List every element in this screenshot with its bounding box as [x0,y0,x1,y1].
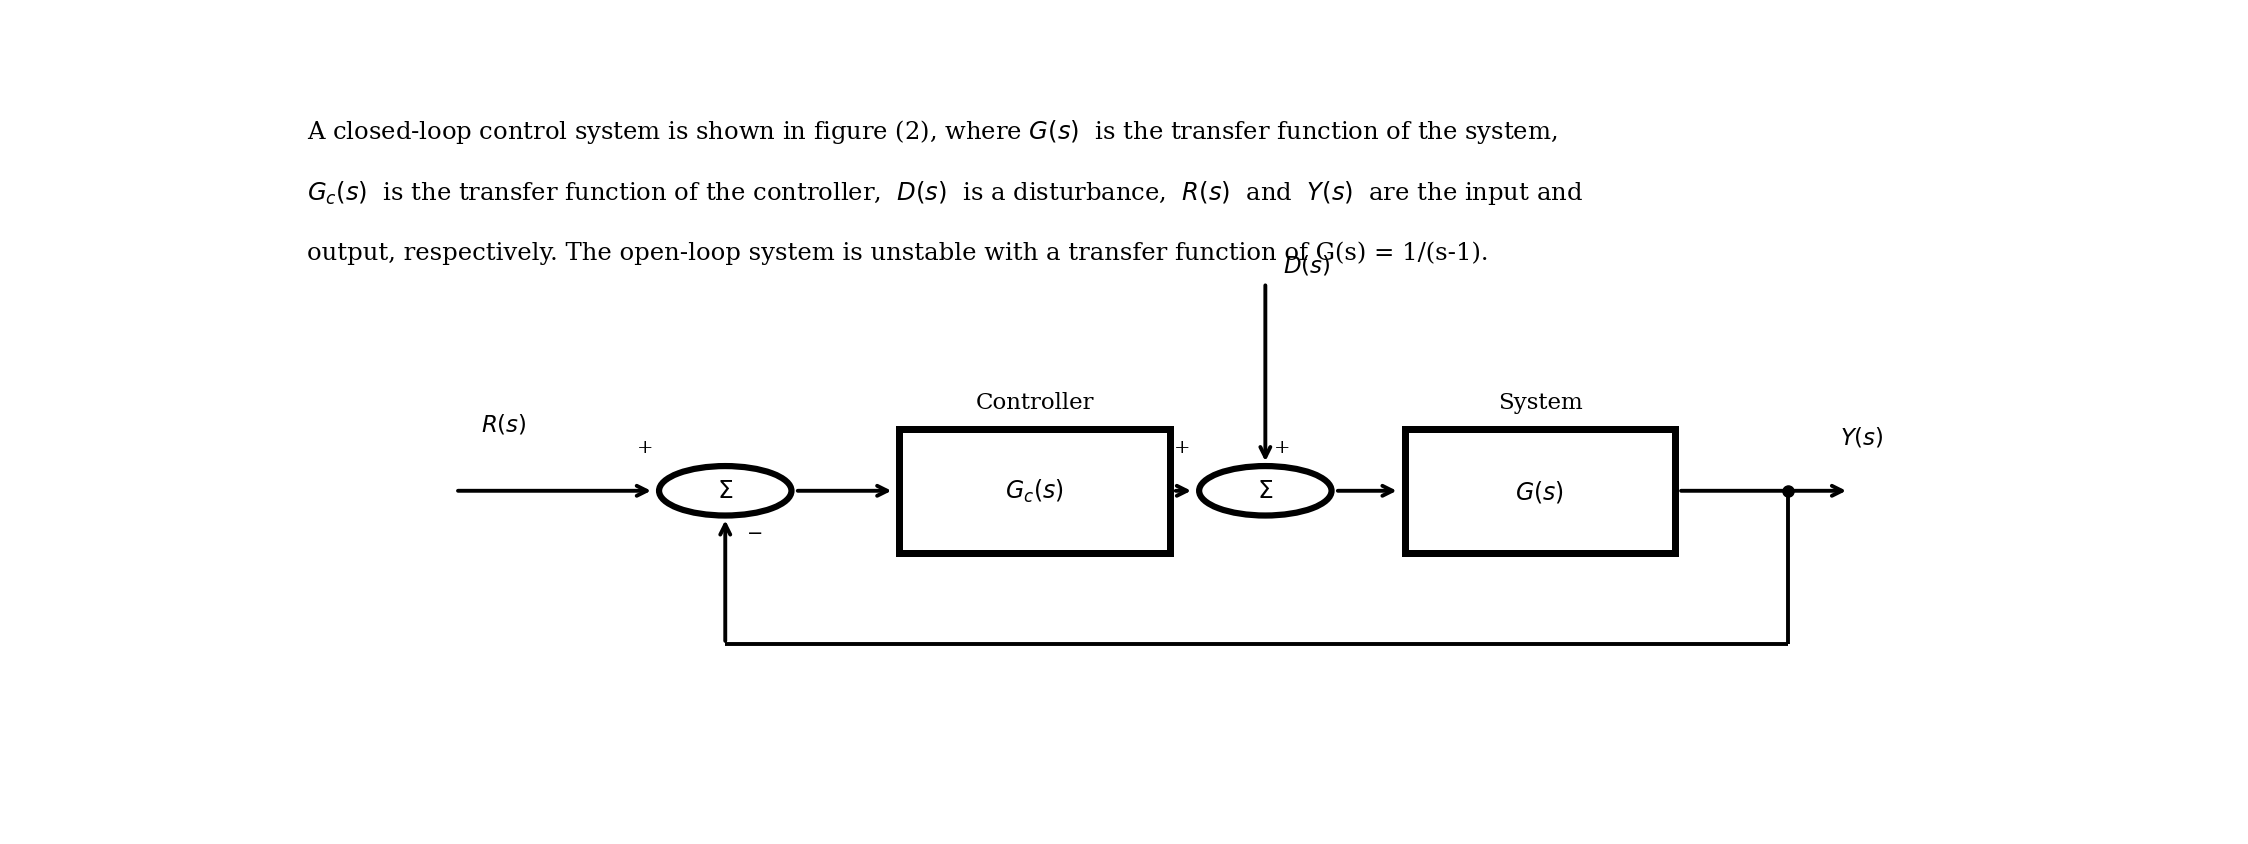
Text: +: + [1275,439,1290,457]
Bar [899,430,1169,553]
Text: System: System [1497,392,1583,414]
Circle shape [659,467,791,516]
Text: output, respectively. The open-loop system is unstable with a transfer function : output, respectively. The open-loop syst… [308,241,1488,264]
Text: $G(s)$: $G(s)$ [1515,479,1565,504]
Text: $G_c(s)$  is the transfer function of the controller,  $D(s)$  is a disturbance,: $G_c(s)$ is the transfer function of the… [308,179,1583,208]
Text: +: + [638,439,654,457]
Text: $R(s)$: $R(s)$ [481,412,526,436]
Text: $\Sigma$: $\Sigma$ [717,479,733,503]
Text: $\Sigma$: $\Sigma$ [1257,479,1272,503]
Bar [1405,430,1675,553]
Text: +: + [1173,439,1191,457]
Text: $G_c(s)$: $G_c(s)$ [1005,478,1063,505]
Text: A closed-loop control system is shown in figure (2), where $G(s)$  is the transf: A closed-loop control system is shown in… [308,117,1558,145]
Text: $D(s)$: $D(s)$ [1284,252,1331,277]
Circle shape [1198,467,1331,516]
Text: $Y(s)$: $Y(s)$ [1841,425,1884,449]
Text: $-$: $-$ [746,522,762,540]
Text: Controller: Controller [976,392,1095,414]
